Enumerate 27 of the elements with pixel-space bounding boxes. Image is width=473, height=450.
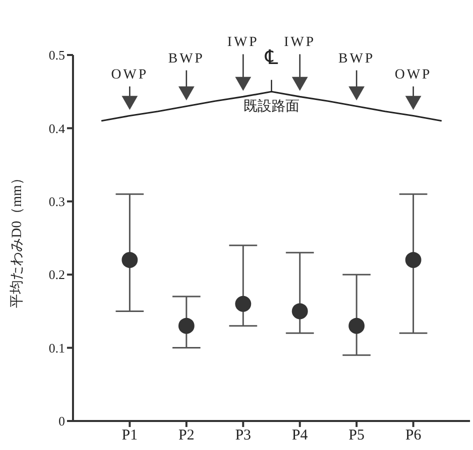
x-tick-label: P5	[348, 428, 364, 444]
x-tick-label: P6	[405, 428, 422, 444]
annotation: 既設路面	[244, 98, 300, 115]
y-tick-label: 0	[58, 414, 65, 429]
point	[178, 318, 194, 334]
point	[405, 252, 422, 268]
x-tick-label: P4	[292, 428, 308, 444]
annotation: BWP	[338, 51, 375, 66]
x-tick-label: P2	[178, 428, 194, 444]
annotation: OWP	[111, 67, 148, 82]
annotation: OWP	[394, 67, 432, 82]
point	[292, 303, 308, 320]
y-tick-label: 0.4	[48, 120, 66, 136]
point	[235, 296, 252, 312]
y-tick-label: 0.3	[48, 194, 65, 210]
point	[122, 252, 138, 268]
text: IWP	[227, 35, 259, 50]
text: IWP	[284, 35, 316, 50]
x-tick-label: P1	[122, 428, 138, 444]
x-tick-label: P3	[235, 428, 252, 444]
y-axis-title: 平均たわみD0（mm）	[8, 171, 25, 308]
point	[348, 318, 365, 334]
y-tick-label: 0.1	[48, 340, 65, 356]
annotation: BWP	[168, 51, 205, 66]
y-tick-label: 0.2	[48, 267, 65, 282]
annotation: ℄	[264, 44, 278, 69]
y-tick-label: 0.5	[48, 48, 65, 63]
